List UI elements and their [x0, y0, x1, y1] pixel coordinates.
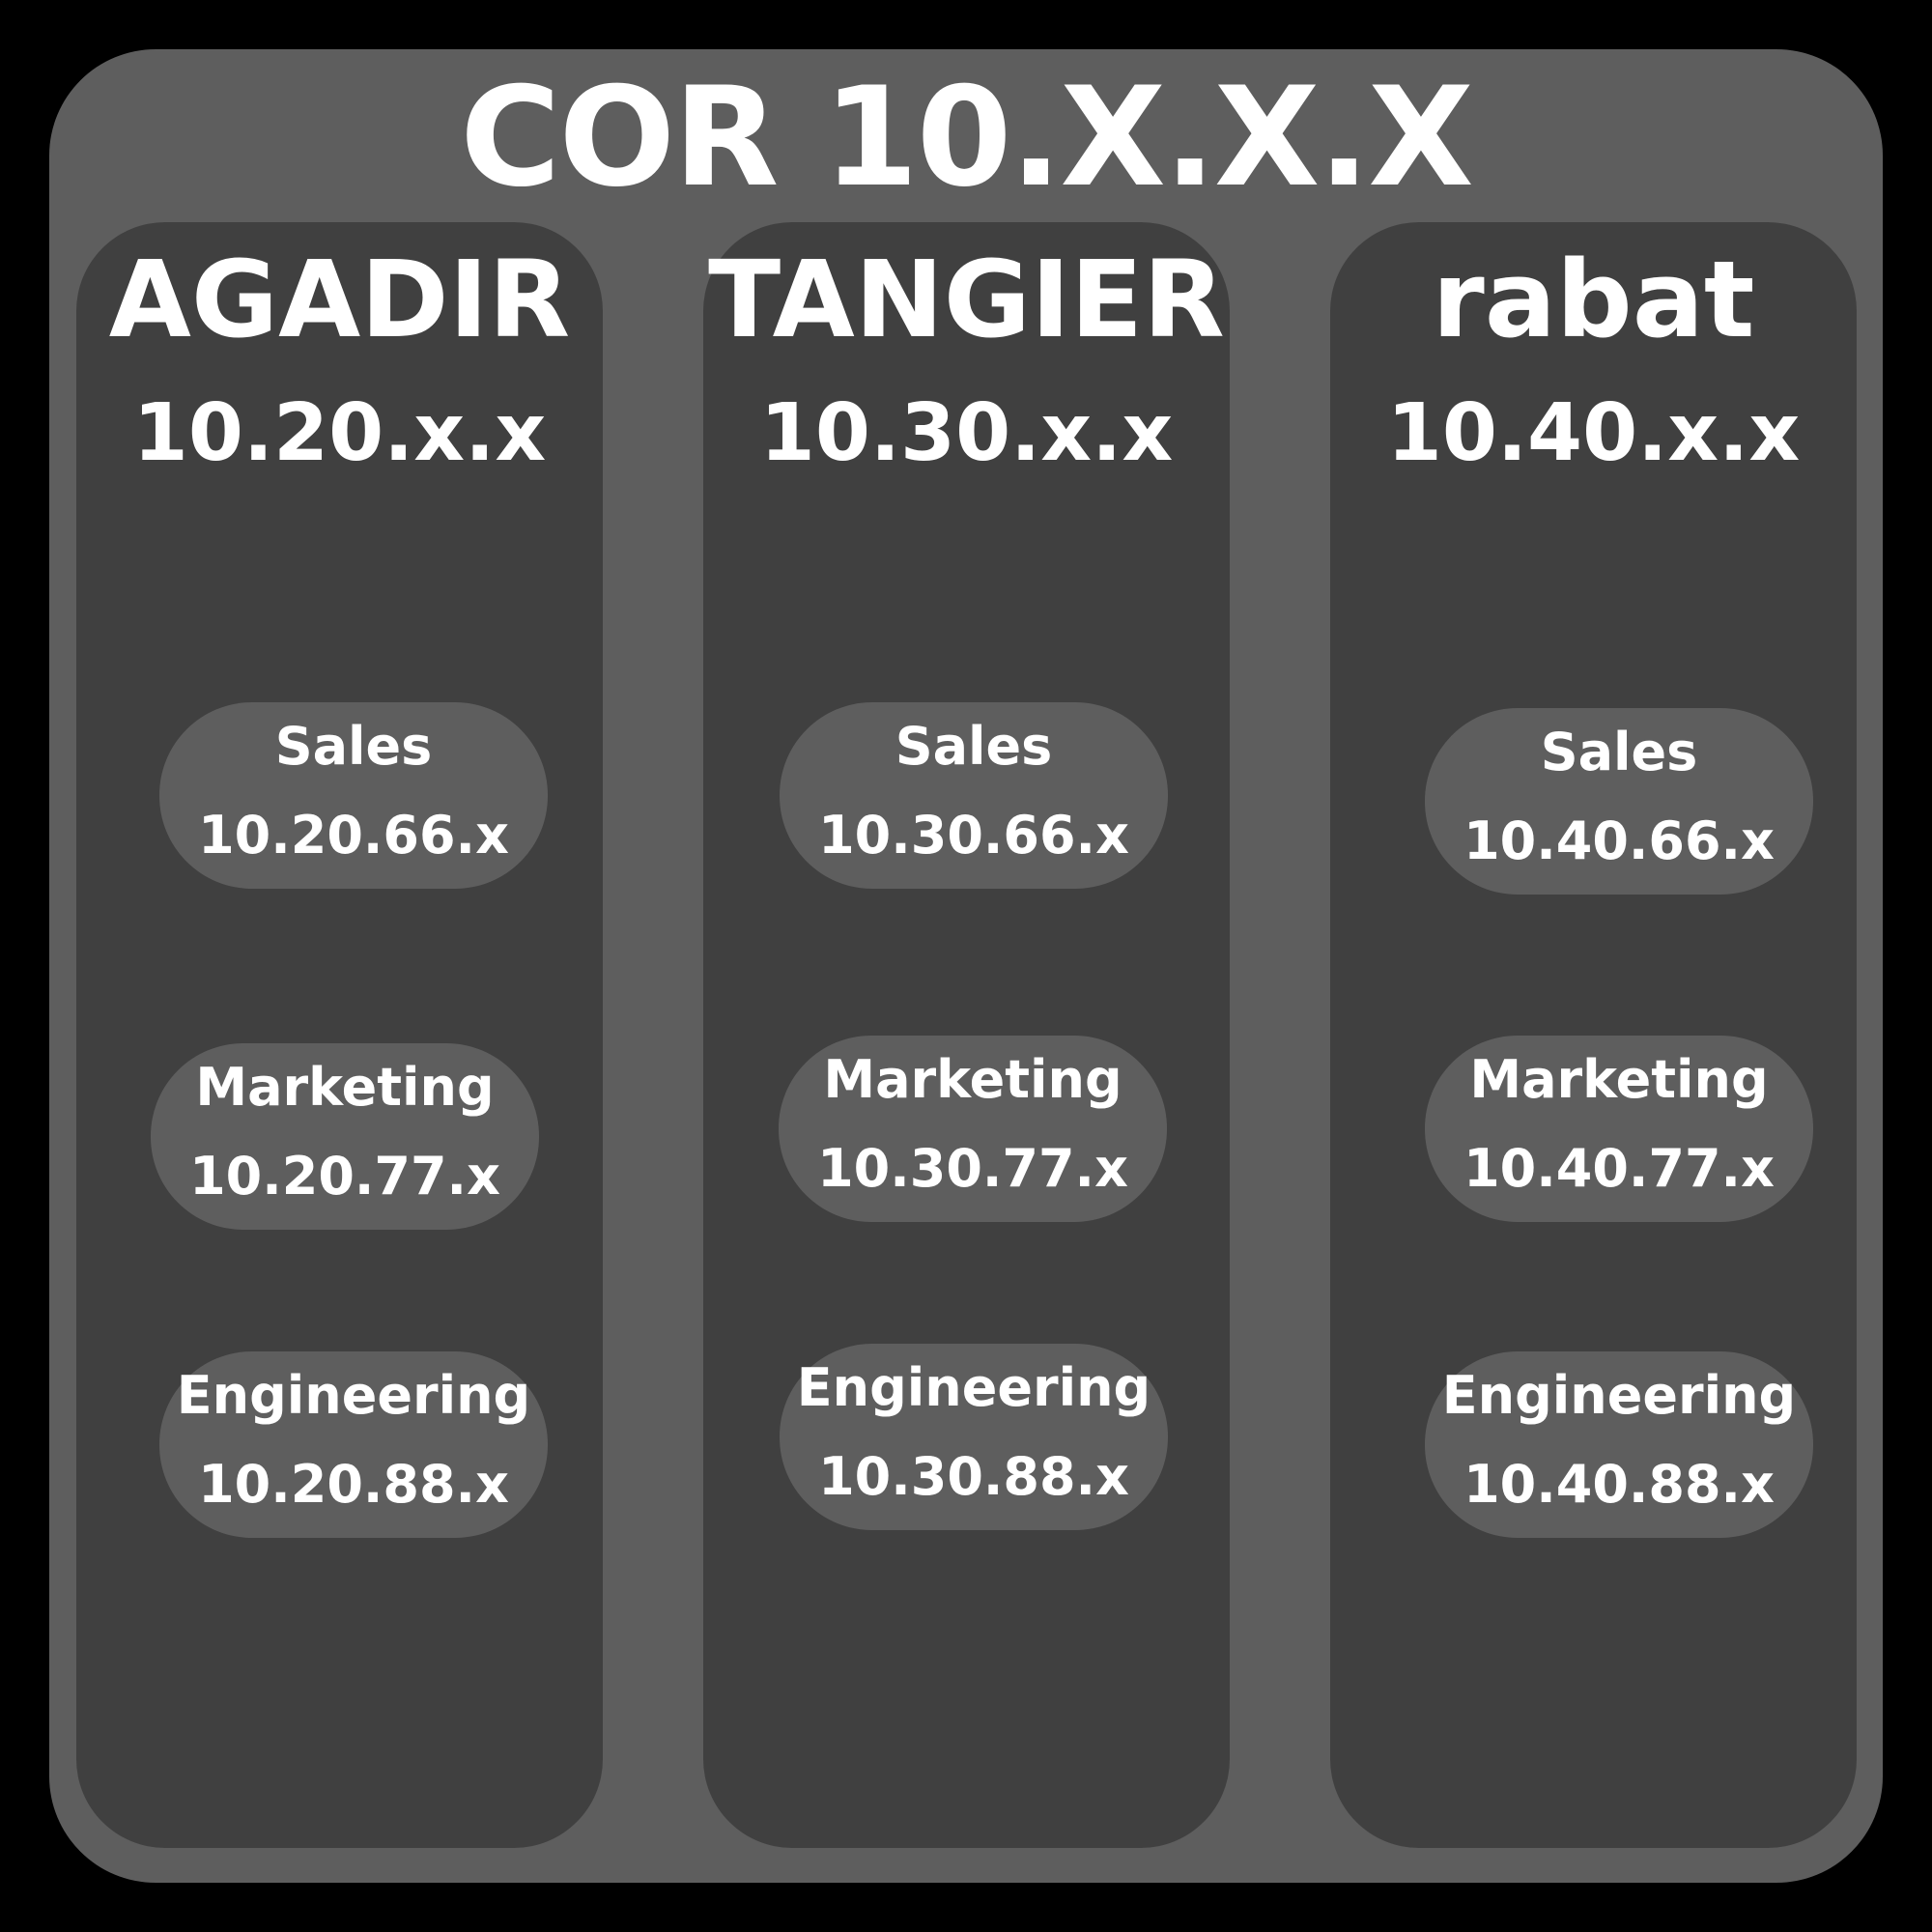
department-engineering: Engineering 10.20.88.x — [159, 1351, 548, 1538]
department-network: 10.20.88.x — [198, 1454, 509, 1515]
department-name: Engineering — [796, 1357, 1151, 1418]
site-panel-agadir: AGADIR 10.20.x.x — [76, 222, 603, 1848]
site-panel-rabat: rabat 10.40.x.x — [1330, 222, 1857, 1848]
department-marketing: Marketing 10.40.77.x — [1425, 1036, 1813, 1222]
department-engineering: Engineering 10.40.88.x — [1425, 1351, 1813, 1538]
site-name: rabat — [1432, 238, 1755, 361]
department-network: 10.30.88.x — [818, 1446, 1129, 1507]
department-network: 10.30.66.x — [818, 805, 1129, 866]
department-name: Sales — [895, 716, 1053, 777]
site-network: 10.40.x.x — [1386, 387, 1801, 479]
department-marketing: Marketing 10.20.77.x — [151, 1043, 539, 1230]
department-network: 10.40.66.x — [1463, 810, 1775, 871]
department-sales: Sales 10.40.66.x — [1425, 708, 1813, 895]
site-name: TANGIER — [708, 238, 1225, 361]
department-sales: Sales 10.30.66.x — [780, 702, 1168, 889]
site-name: AGADIR — [108, 238, 571, 361]
site-network: 10.30.x.x — [759, 387, 1174, 479]
department-name: Engineering — [1441, 1365, 1797, 1426]
department-network: 10.20.77.x — [189, 1146, 500, 1207]
department-name: Sales — [274, 716, 433, 777]
department-network: 10.30.77.x — [817, 1138, 1128, 1199]
department-name: Marketing — [195, 1057, 495, 1118]
department-name: Marketing — [1469, 1049, 1769, 1110]
department-network: 10.20.66.x — [198, 805, 509, 866]
department-name: Sales — [1540, 722, 1698, 782]
core-network-title: COR 10.X.X.X — [460, 58, 1474, 217]
site-network: 10.20.x.x — [132, 387, 547, 479]
department-network: 10.40.88.x — [1463, 1454, 1775, 1515]
department-engineering: Engineering 10.30.88.x — [780, 1344, 1168, 1530]
department-network: 10.40.77.x — [1463, 1138, 1775, 1199]
department-name: Engineering — [176, 1365, 531, 1426]
department-name: Marketing — [823, 1049, 1122, 1110]
department-marketing: Marketing 10.30.77.x — [779, 1036, 1167, 1222]
department-sales: Sales 10.20.66.x — [159, 702, 548, 889]
site-panel-tangier: TANGIER 10.30.x.x — [703, 222, 1230, 1848]
